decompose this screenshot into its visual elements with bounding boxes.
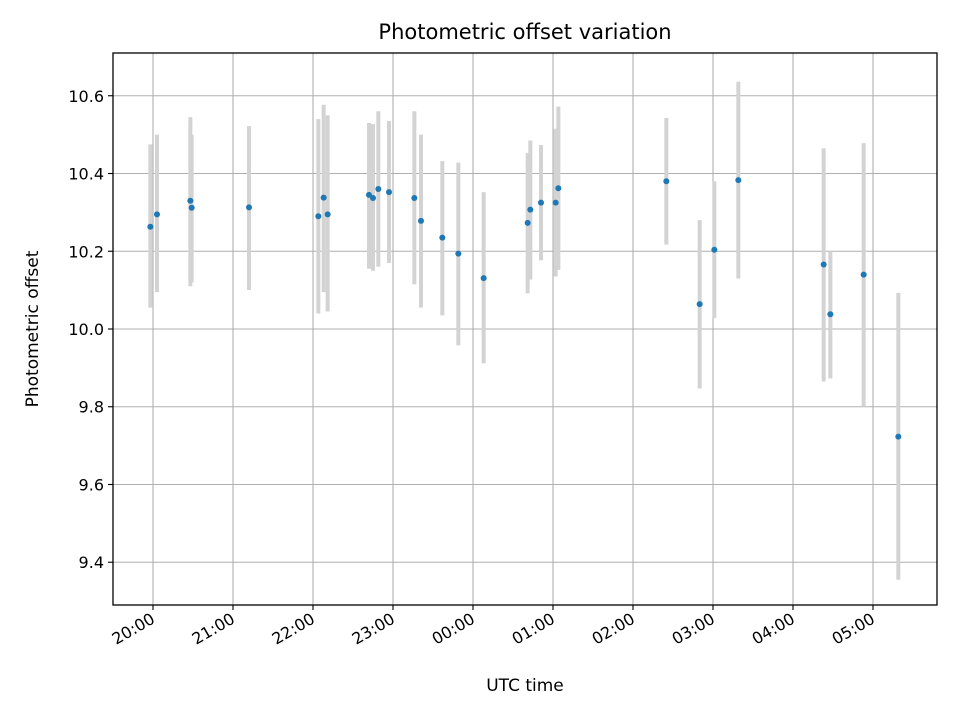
y-tick-label: 9.4 — [79, 553, 104, 572]
data-point — [524, 219, 531, 226]
data-point — [315, 213, 322, 220]
data-point — [860, 271, 867, 278]
data-point — [555, 185, 562, 192]
data-point — [324, 211, 331, 218]
data-point — [187, 197, 194, 204]
data-point — [663, 178, 670, 185]
chart-title: Photometric offset variation — [378, 20, 671, 44]
data-point — [538, 199, 544, 206]
y-tick-label: 10.2 — [68, 242, 104, 261]
data-point — [154, 211, 160, 218]
data-point — [527, 206, 534, 213]
data-point — [375, 186, 382, 193]
y-axis-label: Photometric offset — [23, 250, 43, 407]
y-axis: 9.4 9.6 9.8 10.0 10.2 10.4 10.6 — [68, 87, 113, 572]
y-tick-label: 9.6 — [79, 475, 104, 494]
x-axis-label: UTC time — [486, 676, 564, 696]
data-point — [386, 189, 392, 196]
y-tick-label: 10.0 — [68, 320, 104, 339]
data-point — [370, 194, 376, 201]
data-point — [552, 199, 559, 206]
data-point — [820, 261, 827, 268]
data-point — [711, 246, 718, 253]
data-point — [246, 204, 252, 211]
data-point — [320, 194, 327, 201]
data-point — [439, 234, 446, 241]
y-tick-label: 10.6 — [68, 87, 104, 106]
data-point — [455, 250, 462, 257]
data-point — [895, 433, 902, 440]
y-tick-label: 9.8 — [79, 398, 104, 417]
data-point — [411, 194, 418, 201]
data-point — [827, 311, 834, 318]
data-point — [480, 275, 487, 282]
data-point — [418, 217, 424, 224]
data-point — [696, 301, 703, 308]
y-tick-label: 10.4 — [68, 165, 104, 184]
data-point — [188, 204, 195, 211]
data-point — [735, 177, 742, 184]
data-points — [147, 177, 902, 440]
data-point — [147, 223, 154, 230]
